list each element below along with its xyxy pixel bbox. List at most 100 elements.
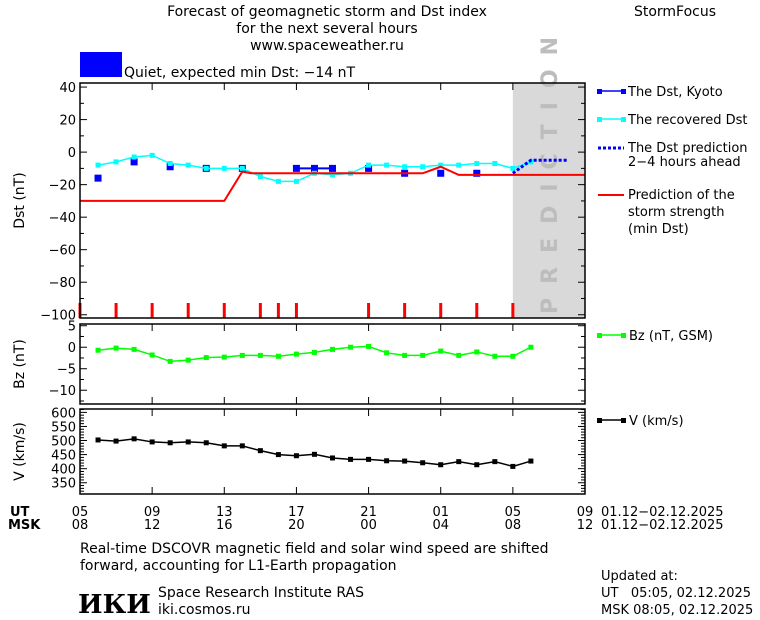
- data-point: [239, 165, 245, 171]
- data-point: [221, 165, 227, 171]
- data-point: [203, 440, 209, 446]
- data-point: [330, 172, 335, 178]
- msk-tick-label: 12: [577, 518, 594, 533]
- data-point: [275, 178, 281, 184]
- ut-tick-label: 01: [432, 505, 449, 520]
- data-point: [167, 161, 173, 167]
- status-color-box: [80, 52, 122, 77]
- data-point: [311, 451, 317, 457]
- series-v-0: [95, 436, 534, 469]
- data-point: [492, 161, 498, 167]
- msk-tick-label: 08: [72, 518, 89, 533]
- y-tick-label: 5: [68, 320, 76, 335]
- data-point: [402, 164, 408, 170]
- y-axis-label: Bz (nT): [12, 339, 28, 389]
- data-point: [275, 353, 281, 359]
- data-point: [221, 354, 227, 360]
- data-point: [528, 344, 534, 350]
- ut-axis-label: UT: [10, 505, 30, 520]
- plot-frame: [79, 82, 586, 319]
- data-point: [510, 165, 516, 171]
- data-point: [257, 174, 263, 180]
- series-bz-0: [95, 343, 534, 364]
- iki-logo: ИКИ: [78, 590, 151, 620]
- data-point: [95, 162, 101, 168]
- data-point: [257, 448, 263, 454]
- y-tick-label: −40: [49, 211, 76, 226]
- msk-axis-label: MSK: [8, 518, 41, 533]
- data-point: [474, 462, 480, 468]
- data-point: [95, 437, 101, 443]
- data-point: [438, 162, 444, 168]
- data-point: [95, 347, 101, 353]
- ut-date-range: 01.12−02.12.2025: [601, 505, 724, 520]
- data-point: [365, 164, 373, 172]
- y-tick-label: 0: [68, 146, 76, 161]
- data-point: [166, 163, 174, 171]
- ut-tick-label: 13: [216, 505, 233, 520]
- y-tick-label: 500: [51, 435, 76, 450]
- data-point: [366, 456, 372, 462]
- institute-link[interactable]: iki.cosmos.ru: [158, 602, 250, 618]
- data-point: [366, 343, 372, 349]
- data-point: [437, 169, 445, 177]
- data-point: [293, 453, 299, 459]
- data-point: [456, 352, 462, 358]
- legend-bz: Bz (nT, GSM): [629, 329, 713, 344]
- data-point: [149, 352, 155, 358]
- legend-dst-prediction: The Dst prediction: [627, 141, 748, 156]
- plot-frame: [79, 408, 586, 495]
- data-point: [473, 169, 481, 177]
- data-point: [456, 459, 462, 465]
- legend-dst-prediction-2: 2−4 hours ahead: [628, 155, 741, 170]
- data-point: [330, 346, 335, 352]
- y-tick-label: 450: [51, 449, 76, 464]
- y-tick-label: 0: [68, 341, 76, 356]
- msk-tick-label: 04: [432, 518, 449, 533]
- data-point: [420, 164, 426, 170]
- data-point: [510, 463, 516, 469]
- data-point: [293, 351, 299, 357]
- msk-tick-label: 12: [144, 518, 161, 533]
- data-point: [149, 439, 155, 445]
- updated-label: Updated at:: [601, 569, 678, 584]
- data-point: [492, 353, 498, 359]
- series-dst-2: [511, 158, 567, 175]
- y-tick-label: 40: [59, 81, 76, 96]
- data-point: [257, 352, 263, 358]
- data-point: [94, 174, 102, 182]
- data-point: [239, 352, 245, 358]
- data-point: [131, 436, 137, 442]
- website-link[interactable]: www.spaceweather.ru: [250, 38, 404, 54]
- updated-msk: MSK 08:05, 02.12.2025: [601, 603, 753, 618]
- data-point: [438, 462, 444, 468]
- legend-storm-strength: Prediction of the: [628, 188, 735, 203]
- data-point: [402, 352, 408, 358]
- footer-note-line2: forward, accounting for L1-Earth propaga…: [80, 558, 397, 574]
- panel-bz: 5 0 −5 −10 Bz (nT): [12, 320, 586, 405]
- data-point: [329, 164, 336, 172]
- data-point: [113, 438, 119, 444]
- data-point: [311, 349, 317, 355]
- data-point: [438, 348, 444, 354]
- y-tick-label: −5: [57, 363, 76, 378]
- data-point: [185, 357, 191, 363]
- data-point: [185, 162, 191, 168]
- legend-storm-strength-3: (min Dst): [628, 222, 689, 237]
- ut-tick-label: 21: [360, 505, 377, 520]
- y-tick-label: 20: [59, 114, 76, 129]
- data-point: [474, 349, 480, 355]
- y-axis-label: Dst (nT): [12, 172, 28, 228]
- chart-title-line1: Forecast of geomagnetic storm and Dst in…: [167, 4, 487, 20]
- data-point: [113, 159, 119, 165]
- panel-dst: PREDICTION 40 20 0 −20 −40 −60 −80 −100 Dst (nT): [12, 23, 586, 324]
- data-point: [167, 358, 173, 364]
- prediction-region: [512, 83, 585, 318]
- data-point: [420, 460, 426, 466]
- msk-tick-label: 16: [216, 518, 233, 533]
- y-tick-label: 550: [51, 420, 76, 435]
- data-point: [239, 443, 245, 449]
- data-point: [492, 459, 498, 465]
- msk-tick-label: 00: [360, 518, 377, 533]
